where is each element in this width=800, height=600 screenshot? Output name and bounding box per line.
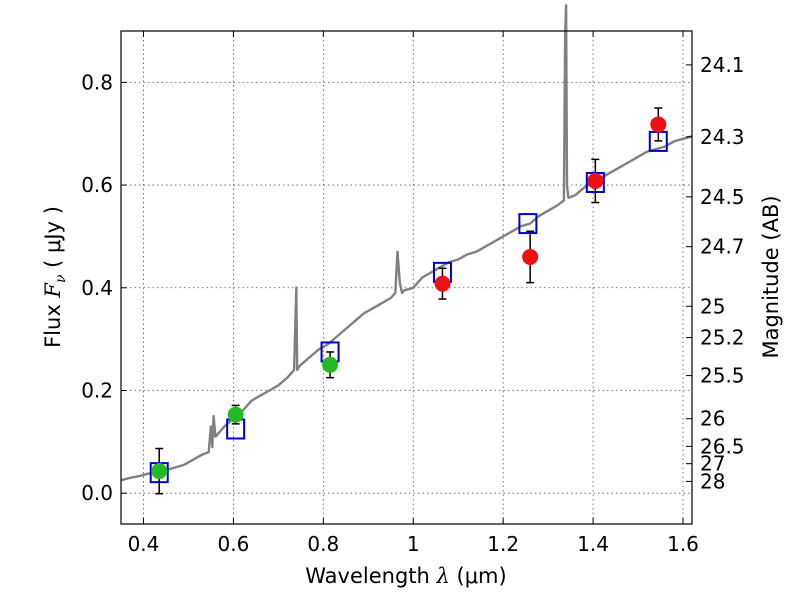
y-axis-label: Flux Fν ( μJy ) bbox=[41, 206, 69, 348]
ticks: 0.4 0.6 0.8 1 1.2 1.4 1.6 0.0 0.2 0.4 0.6 0.8 24.1 24… bbox=[81, 31, 745, 556]
y-tick-label-1: 0.2 bbox=[81, 378, 113, 402]
red-observed-point-2 bbox=[587, 158, 604, 204]
y2-tick-label-10: 28 bbox=[700, 469, 725, 493]
y-tick-label-0: 0.0 bbox=[81, 481, 113, 505]
x-tick-label-3: 1 bbox=[407, 532, 420, 556]
model-point-4 bbox=[518, 213, 538, 235]
y-tick-label-3: 0.6 bbox=[81, 173, 113, 197]
y-tick-label-2: 0.4 bbox=[81, 276, 113, 300]
y2-tick-label-8: 26.5 bbox=[700, 434, 745, 458]
red-observed-point-1 bbox=[522, 230, 539, 284]
y2-tick-label-0: 24.1 bbox=[700, 53, 745, 77]
grid bbox=[121, 31, 692, 524]
x-tick-label-5: 1.4 bbox=[577, 532, 609, 556]
y2-tick-label-2: 24.5 bbox=[700, 185, 745, 209]
x-tick-label-6: 1.6 bbox=[667, 532, 699, 556]
x-tick-label-1: 0.6 bbox=[217, 532, 249, 556]
plot-area bbox=[120, 4, 693, 495]
green-observed-point-0 bbox=[151, 447, 168, 495]
green-observed-point-1 bbox=[227, 404, 244, 425]
y2-axis-label: Magnitude (AB) bbox=[759, 195, 783, 358]
x-tick-label-2: 0.8 bbox=[307, 532, 339, 556]
plot-frame bbox=[120, 30, 693, 525]
y2-tick-label-6: 25.5 bbox=[700, 364, 745, 388]
x-axis-label: Wavelength λ (μm) bbox=[305, 564, 506, 588]
red-observed-point-3 bbox=[650, 107, 667, 142]
x-tick-label-4: 1.2 bbox=[487, 532, 519, 556]
x-tick-label-0: 0.4 bbox=[128, 532, 160, 556]
y2-tick-label-7: 26 bbox=[700, 407, 725, 431]
y-tick-label-4: 0.8 bbox=[81, 70, 113, 94]
green-observed-point-2 bbox=[322, 351, 339, 379]
y2-tick-label-4: 25 bbox=[700, 294, 725, 318]
y2-tick-label-1: 24.3 bbox=[700, 125, 745, 149]
red-observed-point-0 bbox=[434, 267, 451, 300]
y2-tick-label-9: 27 bbox=[700, 452, 725, 476]
spectrum-line bbox=[120, 4, 693, 482]
y2-tick-label-5: 25.2 bbox=[700, 326, 745, 350]
y2-tick-label-3: 24.7 bbox=[700, 235, 745, 259]
